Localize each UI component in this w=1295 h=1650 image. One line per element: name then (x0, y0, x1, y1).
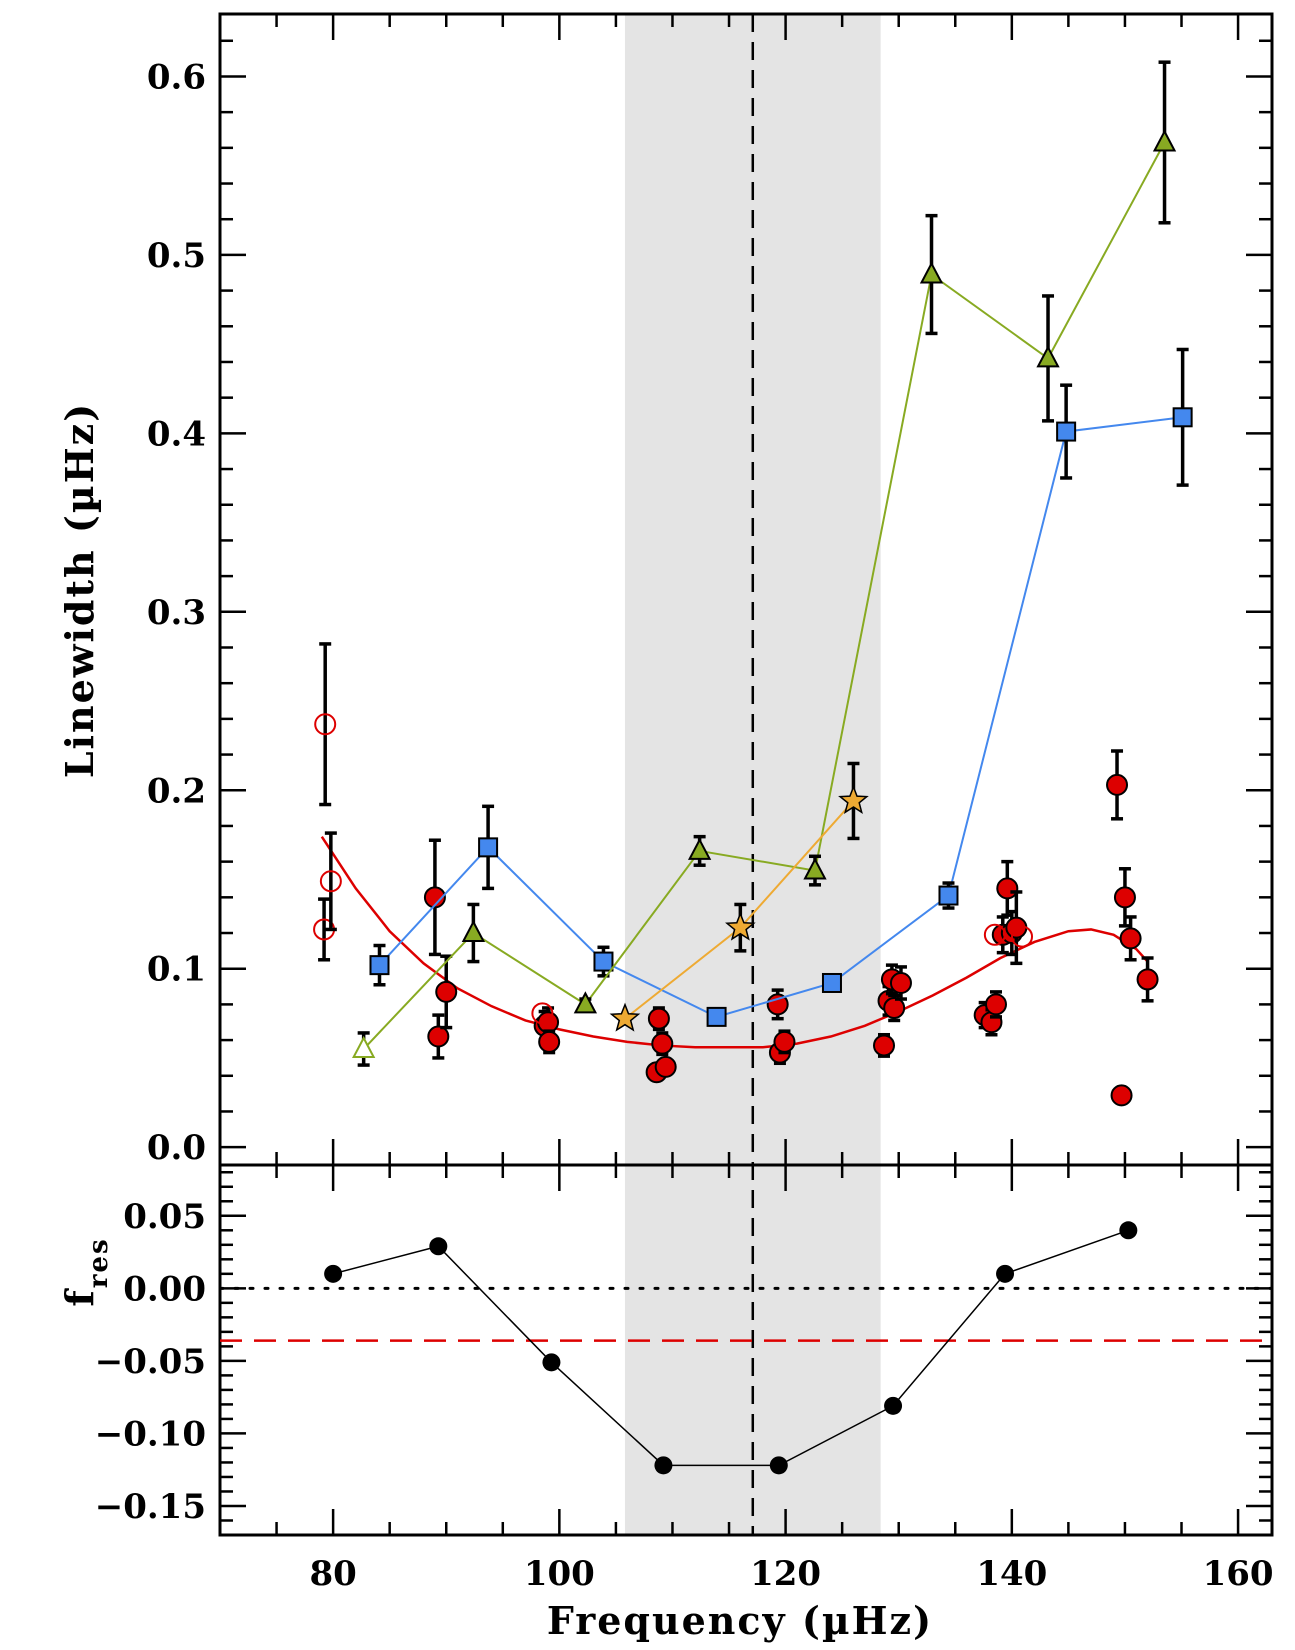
series-orange-stars (609, 761, 869, 1032)
series-0-point-16 (883, 996, 906, 1019)
fres-point-0 (324, 1264, 343, 1283)
series-3-point-3 (687, 837, 712, 860)
fres-point-4 (769, 1456, 788, 1475)
fres-y-tick-label: 0.00 (123, 1269, 206, 1309)
series-3-point-6 (1036, 345, 1060, 368)
series-2-point-6 (1056, 421, 1077, 442)
series-2-point-2 (593, 951, 614, 972)
series-l-0-filled-circles (423, 749, 1159, 1107)
y-tick-label: 0.4 (147, 414, 206, 454)
series-l-0-open-circles (313, 642, 1034, 1025)
y-axis-title-bottom: fres (57, 1237, 114, 1306)
series-1-point-3 (531, 1002, 554, 1025)
series-1-point-5 (1011, 925, 1034, 948)
fres-point-6 (996, 1264, 1015, 1283)
fres-main: f (57, 1288, 102, 1307)
series-3-point-2 (573, 991, 598, 1014)
series-0-point-20 (984, 993, 1007, 1016)
fres-point-7 (1119, 1221, 1138, 1240)
series-4-point-2 (838, 784, 869, 814)
series-0-point-25 (1106, 773, 1129, 796)
series-4-point-1 (725, 911, 756, 941)
x-tick-label: 100 (524, 1554, 595, 1594)
series-2-point-4 (821, 972, 842, 993)
frame (218, 12, 1274, 1537)
y-tick-label: 0.6 (147, 57, 206, 97)
x-tick-label: 160 (1203, 1554, 1274, 1594)
linewidth-panel: 0.0 0.1 0.2 0.3 0.4 0.5 0.6 (147, 12, 1274, 1537)
series-1-point-0 (314, 713, 337, 736)
y-tick-label: 0.3 (147, 593, 206, 633)
series-4-point-0 (609, 1002, 641, 1032)
fres-line (332, 1229, 1129, 1467)
series-0-point-13 (873, 1034, 896, 1057)
series-green-triangles (352, 60, 1177, 1067)
x-axis-title: Frequency (µHz) (547, 1598, 933, 1643)
series-0-point-7 (647, 1007, 670, 1030)
series-3-point-1 (461, 919, 486, 943)
series-3-point-0 (352, 1035, 376, 1059)
series-0-point-2 (435, 980, 458, 1003)
fres-panel: 80 100 120 140 160 0.05 0.00 −0.05 −0.10 −0.15 (95, 1171, 1274, 1594)
fres-y-tick-label: −0.10 (95, 1414, 206, 1454)
series-2-point-0 (369, 955, 390, 976)
series-3-point-5 (919, 261, 944, 284)
series-2-point-1 (478, 837, 499, 858)
fres-point-1 (429, 1237, 448, 1256)
fres-y-tick-label: −0.15 (95, 1487, 206, 1527)
y-axis-title-top: Linewidth (µHz) (57, 402, 102, 778)
fres-subscript: res (84, 1237, 114, 1288)
series-0-point-28 (1119, 927, 1142, 950)
y-tick-label: 0.0 (147, 1128, 206, 1168)
series-line (378, 416, 1183, 1018)
series-0-point-0 (423, 886, 446, 909)
series-2-point-7 (1172, 407, 1193, 428)
series-0-point-12 (773, 1030, 796, 1053)
fres-y-tick-label: 0.05 (123, 1197, 206, 1237)
series-0-point-29 (1136, 968, 1159, 991)
series-3-point-4 (803, 857, 827, 880)
series-0-point-9 (654, 1055, 677, 1078)
y-tick-label: 0.5 (147, 236, 206, 276)
series-1-point-4 (983, 923, 1006, 946)
series-0-point-27 (1113, 886, 1136, 909)
series-0-point-17 (889, 971, 912, 994)
series-1-point-2 (319, 870, 342, 893)
series-0-point-1 (427, 1025, 450, 1048)
x-tick-label: 120 (750, 1554, 821, 1594)
series-2-point-3 (706, 1006, 727, 1027)
series-0-point-22 (996, 877, 1019, 900)
fres-y-tick-label: −0.05 (95, 1342, 206, 1382)
x-tick-label: 140 (976, 1554, 1047, 1594)
series-0-point-5 (538, 1030, 561, 1053)
series-0-point-26 (1110, 1084, 1133, 1107)
series-2-point-5 (938, 885, 959, 906)
series-line (362, 142, 1166, 1050)
y-tick-label: 0.2 (147, 771, 206, 811)
fres-point-2 (542, 1353, 561, 1372)
x-tick-label: 80 (309, 1554, 356, 1594)
y-tick-label: 0.1 (147, 950, 206, 990)
series-0-point-8 (651, 1032, 674, 1055)
series-3-point-7 (1152, 129, 1177, 152)
fres-point-5 (884, 1396, 903, 1415)
fres-point-3 (654, 1456, 673, 1475)
fit-curve (320, 835, 1149, 1049)
series-blue-squares (369, 347, 1193, 1027)
